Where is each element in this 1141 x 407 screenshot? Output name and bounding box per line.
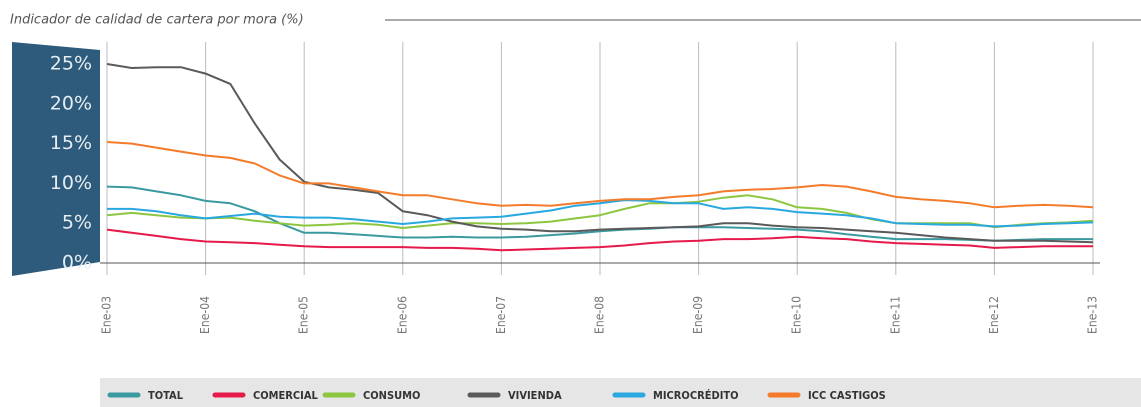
x-tick-label: Ene-05: [297, 296, 311, 334]
legend-label: TOTAL: [148, 389, 184, 402]
axis-tab: [12, 42, 100, 276]
y-tick-label: 0%: [62, 252, 92, 274]
chart-title: Indicador de calidad de cartera por mora…: [10, 13, 304, 28]
x-tick-label: Ene-09: [691, 296, 705, 334]
legend-label: MICROCRÉDITO: [653, 389, 739, 402]
series-line: [107, 199, 1094, 228]
series-line: [106, 194, 1094, 229]
x-tick-label: Ene-12: [987, 296, 1001, 334]
legend-label: ICC CASTIGOS: [808, 389, 886, 402]
series-line: [106, 228, 1093, 252]
x-tick-label: Ene-08: [593, 296, 607, 334]
x-tick-label: Ene-13: [1086, 296, 1100, 334]
x-tick-label: Ene-04: [198, 296, 212, 334]
x-tick-label: Ene-07: [494, 296, 508, 334]
x-tick-label: Ene-11: [888, 296, 902, 334]
y-tick-label: 15%: [50, 132, 92, 154]
series-line: [106, 141, 1094, 209]
x-tick-label: Ene-10: [790, 296, 804, 334]
series-line: [106, 63, 1094, 244]
y-tick-label: 5%: [62, 212, 92, 234]
legend-label: VIVIENDA: [508, 389, 562, 402]
x-tick-label: Ene-03: [100, 296, 114, 334]
x-tick-label: Ene-06: [395, 296, 409, 334]
y-tick-label: 10%: [50, 172, 92, 194]
series-line: [106, 185, 1093, 242]
legend-label: CONSUMO: [363, 389, 420, 402]
legend-label: COMERCIAL: [253, 389, 319, 402]
y-tick-label: 20%: [50, 92, 92, 114]
y-tick-label: 25%: [50, 53, 92, 75]
